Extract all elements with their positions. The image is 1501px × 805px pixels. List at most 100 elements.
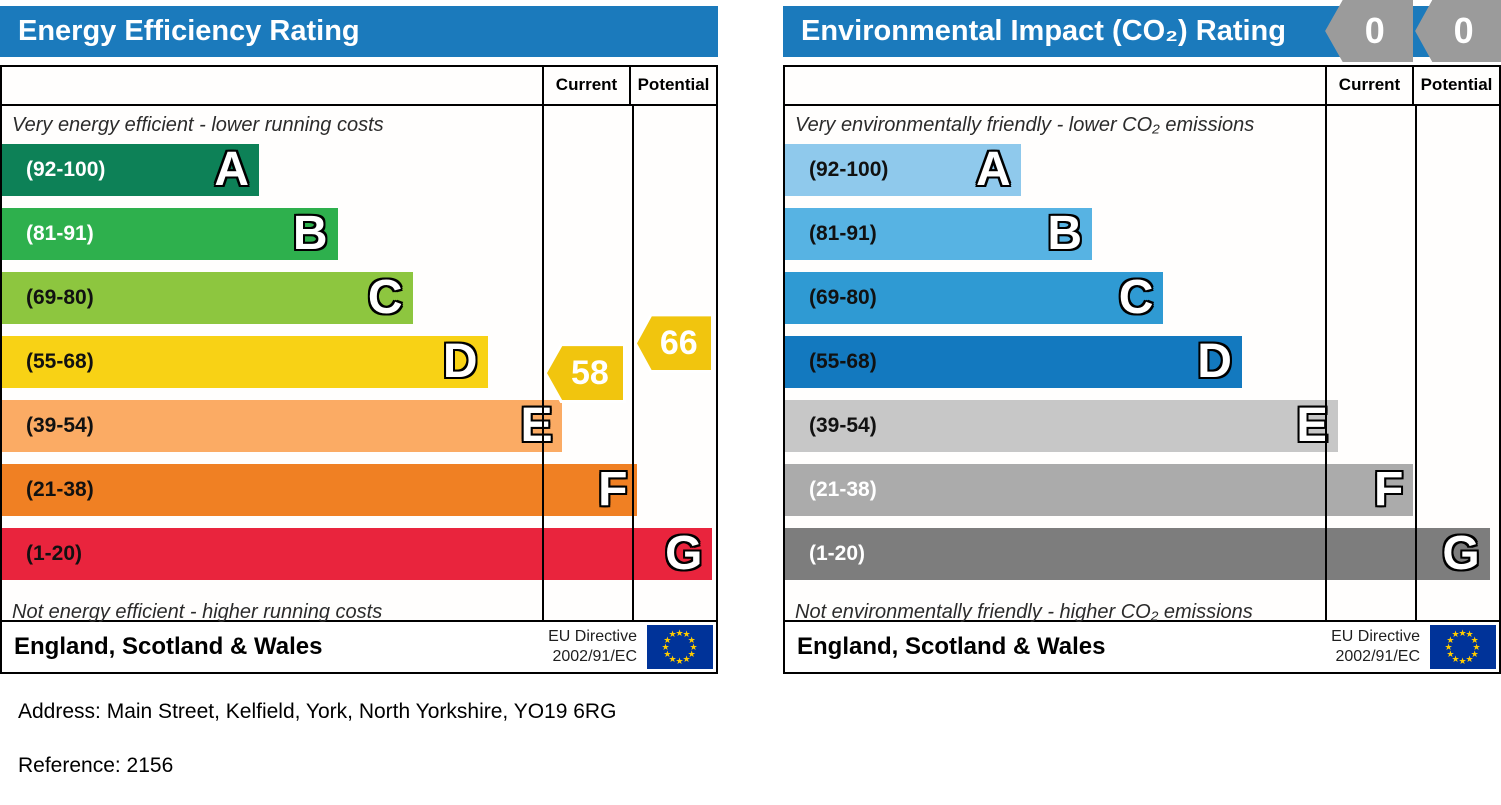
energy-panel-title: Energy Efficiency Rating [18,15,360,47]
band-range-label: (1-20) [809,542,866,565]
band-letter: C [367,271,403,324]
band-row-B: (81-91) B [785,208,1499,260]
eu-flag-star: ★ [1465,653,1474,664]
band-range-label: (39-54) [26,414,94,437]
current-value-badge: 0 [1325,0,1413,62]
band-letter: B [292,207,328,260]
band-bar-E: (39-54) E [2,399,563,452]
eu-directive-line1: EU Directive [548,628,637,645]
current-column-divider [542,106,544,620]
band-range-label: (55-68) [809,350,877,373]
energy-footer-row: England, Scotland & Wales EU Directive 2… [2,620,716,672]
eu-flag-star: ★ [1451,653,1460,664]
potential-value-badge: 0 [1415,0,1501,62]
energy-chart-body: Very energy efficient - lower running co… [2,106,716,623]
band-bar-A: (92-100) A [785,144,1021,196]
energy-top-caption: Very energy efficient - lower running co… [12,113,384,136]
band-bar-C: (69-80) C [785,271,1164,324]
band-bar-F: (21-38) F [785,463,1414,516]
band-letter: F [1373,463,1404,516]
band-range-label: (92-100) [809,158,889,181]
column-header-row: Current Potential [785,67,1499,106]
band-range-label: (81-91) [809,222,877,245]
eu-flag-star: ★ [1470,648,1479,659]
environment-chart-body: Very environmentally friendly - lower CO… [785,106,1499,623]
eu-flag-icon: ★ ★ ★ ★ ★ ★ ★ ★ ★ ★ ★ ★ [647,625,713,669]
eu-flag-star: ★ [1446,648,1455,659]
eu-flag-star: ★ [1470,634,1479,645]
column-header-spacer [2,67,542,104]
band-bar-G: (1-20) G [785,528,1490,580]
column-header-current: Current [1325,67,1412,104]
potential-column-divider [1415,106,1417,620]
eu-flag-star: ★ [668,629,677,640]
eu-flag-star: ★ [1451,629,1460,640]
band-range-label: (92-100) [26,158,106,181]
band-row-G: (1-20) G [785,528,1499,580]
environment-rating-table: Current Potential Very environmentally f… [783,65,1501,674]
band-bar-D: (55-68) D [785,336,1242,388]
eu-flag-star: ★ [668,653,677,664]
band-letter: A [975,143,1011,196]
band-bar-E: (39-54) E [785,399,1339,452]
band-row-A: (92-100) A [2,144,716,196]
potential-column-divider [632,106,634,620]
eu-flag-star: ★ [1458,627,1467,638]
band-letter: E [520,399,553,452]
band-bar-C: (69-80) C [2,272,413,324]
band-range-label: (55-68) [26,350,94,373]
band-letter: G [1442,527,1480,580]
potential-rating-marker: 66 [634,313,714,374]
current-column-divider [1325,106,1327,620]
band-letter: C [1118,271,1154,324]
energy-bands: (92-100) A (81-91) B (69-80) C (55-68) D (39-54)… [2,144,716,580]
column-header-spacer [785,67,1325,104]
column-header-row: Current Potential [2,67,716,106]
band-row-D: (55-68) D [2,336,716,388]
band-letter: B [1047,207,1083,260]
eu-flag-star: ★ [1472,641,1481,652]
band-row-D: (55-68) D [785,336,1499,388]
eu-flag-icon: ★ ★ ★ ★ ★ ★ ★ ★ ★ ★ ★ ★ [1430,625,1496,669]
environment-footer-row: England, Scotland & Wales EU Directive 2… [785,620,1499,672]
potential-rating-value: 66 [637,316,711,371]
energy-bottom-caption: Not energy efficient - higher running co… [12,600,383,623]
band-letter: E [1296,399,1329,452]
eu-directive-line2: 2002/91/EC [1335,648,1420,665]
eu-flag-star: ★ [1444,641,1453,652]
column-header-potential: Potential [1412,67,1499,104]
region-label: England, Scotland & Wales [797,633,1106,660]
eu-flag-star: ★ [675,655,684,666]
band-range-label: (69-80) [26,286,94,309]
environment-panel-title: Environmental Impact (CO₂) Rating [801,15,1286,47]
eu-flag-star: ★ [682,653,691,664]
band-range-label: (69-80) [809,286,877,309]
band-letter: D [1197,335,1232,388]
eu-flag-star: ★ [1446,634,1455,645]
energy-panel-header: Energy Efficiency Rating [0,6,718,57]
reference-line: Reference: 2156 [18,754,174,777]
band-row-F: (21-38) F [2,464,716,516]
band-bar-G: (1-20) G [2,527,713,580]
eu-flag-star: ★ [1458,655,1467,666]
eu-flag-star: ★ [663,634,672,645]
band-row-G: (1-20) G [2,528,716,580]
environment-top-caption: Very environmentally friendly - lower CO… [795,113,1255,136]
band-range-label: (21-38) [26,478,94,501]
band-row-C: (69-80) C [785,272,1499,324]
band-row-B: (81-91) B [2,208,716,260]
band-row-F: (21-38) F [785,464,1499,516]
band-range-label: (21-38) [809,478,877,501]
potential-badge-value: 0 [1415,0,1501,62]
band-letter: F [598,463,628,516]
band-letter: G [665,527,703,580]
current-badge-value: 0 [1325,0,1413,62]
eu-flag-star: ★ [663,648,672,659]
address-line: Address: Main Street, Kelfield, York, No… [18,700,617,723]
eu-flag-star: ★ [687,648,696,659]
eu-directive-label: EU Directive 2002/91/EC [1331,627,1430,667]
eu-flag-star: ★ [687,634,696,645]
environmental-impact-panel: Environmental Impact (CO₂) Rating 0 0 Cu… [783,0,1501,674]
band-letter: A [214,143,250,196]
